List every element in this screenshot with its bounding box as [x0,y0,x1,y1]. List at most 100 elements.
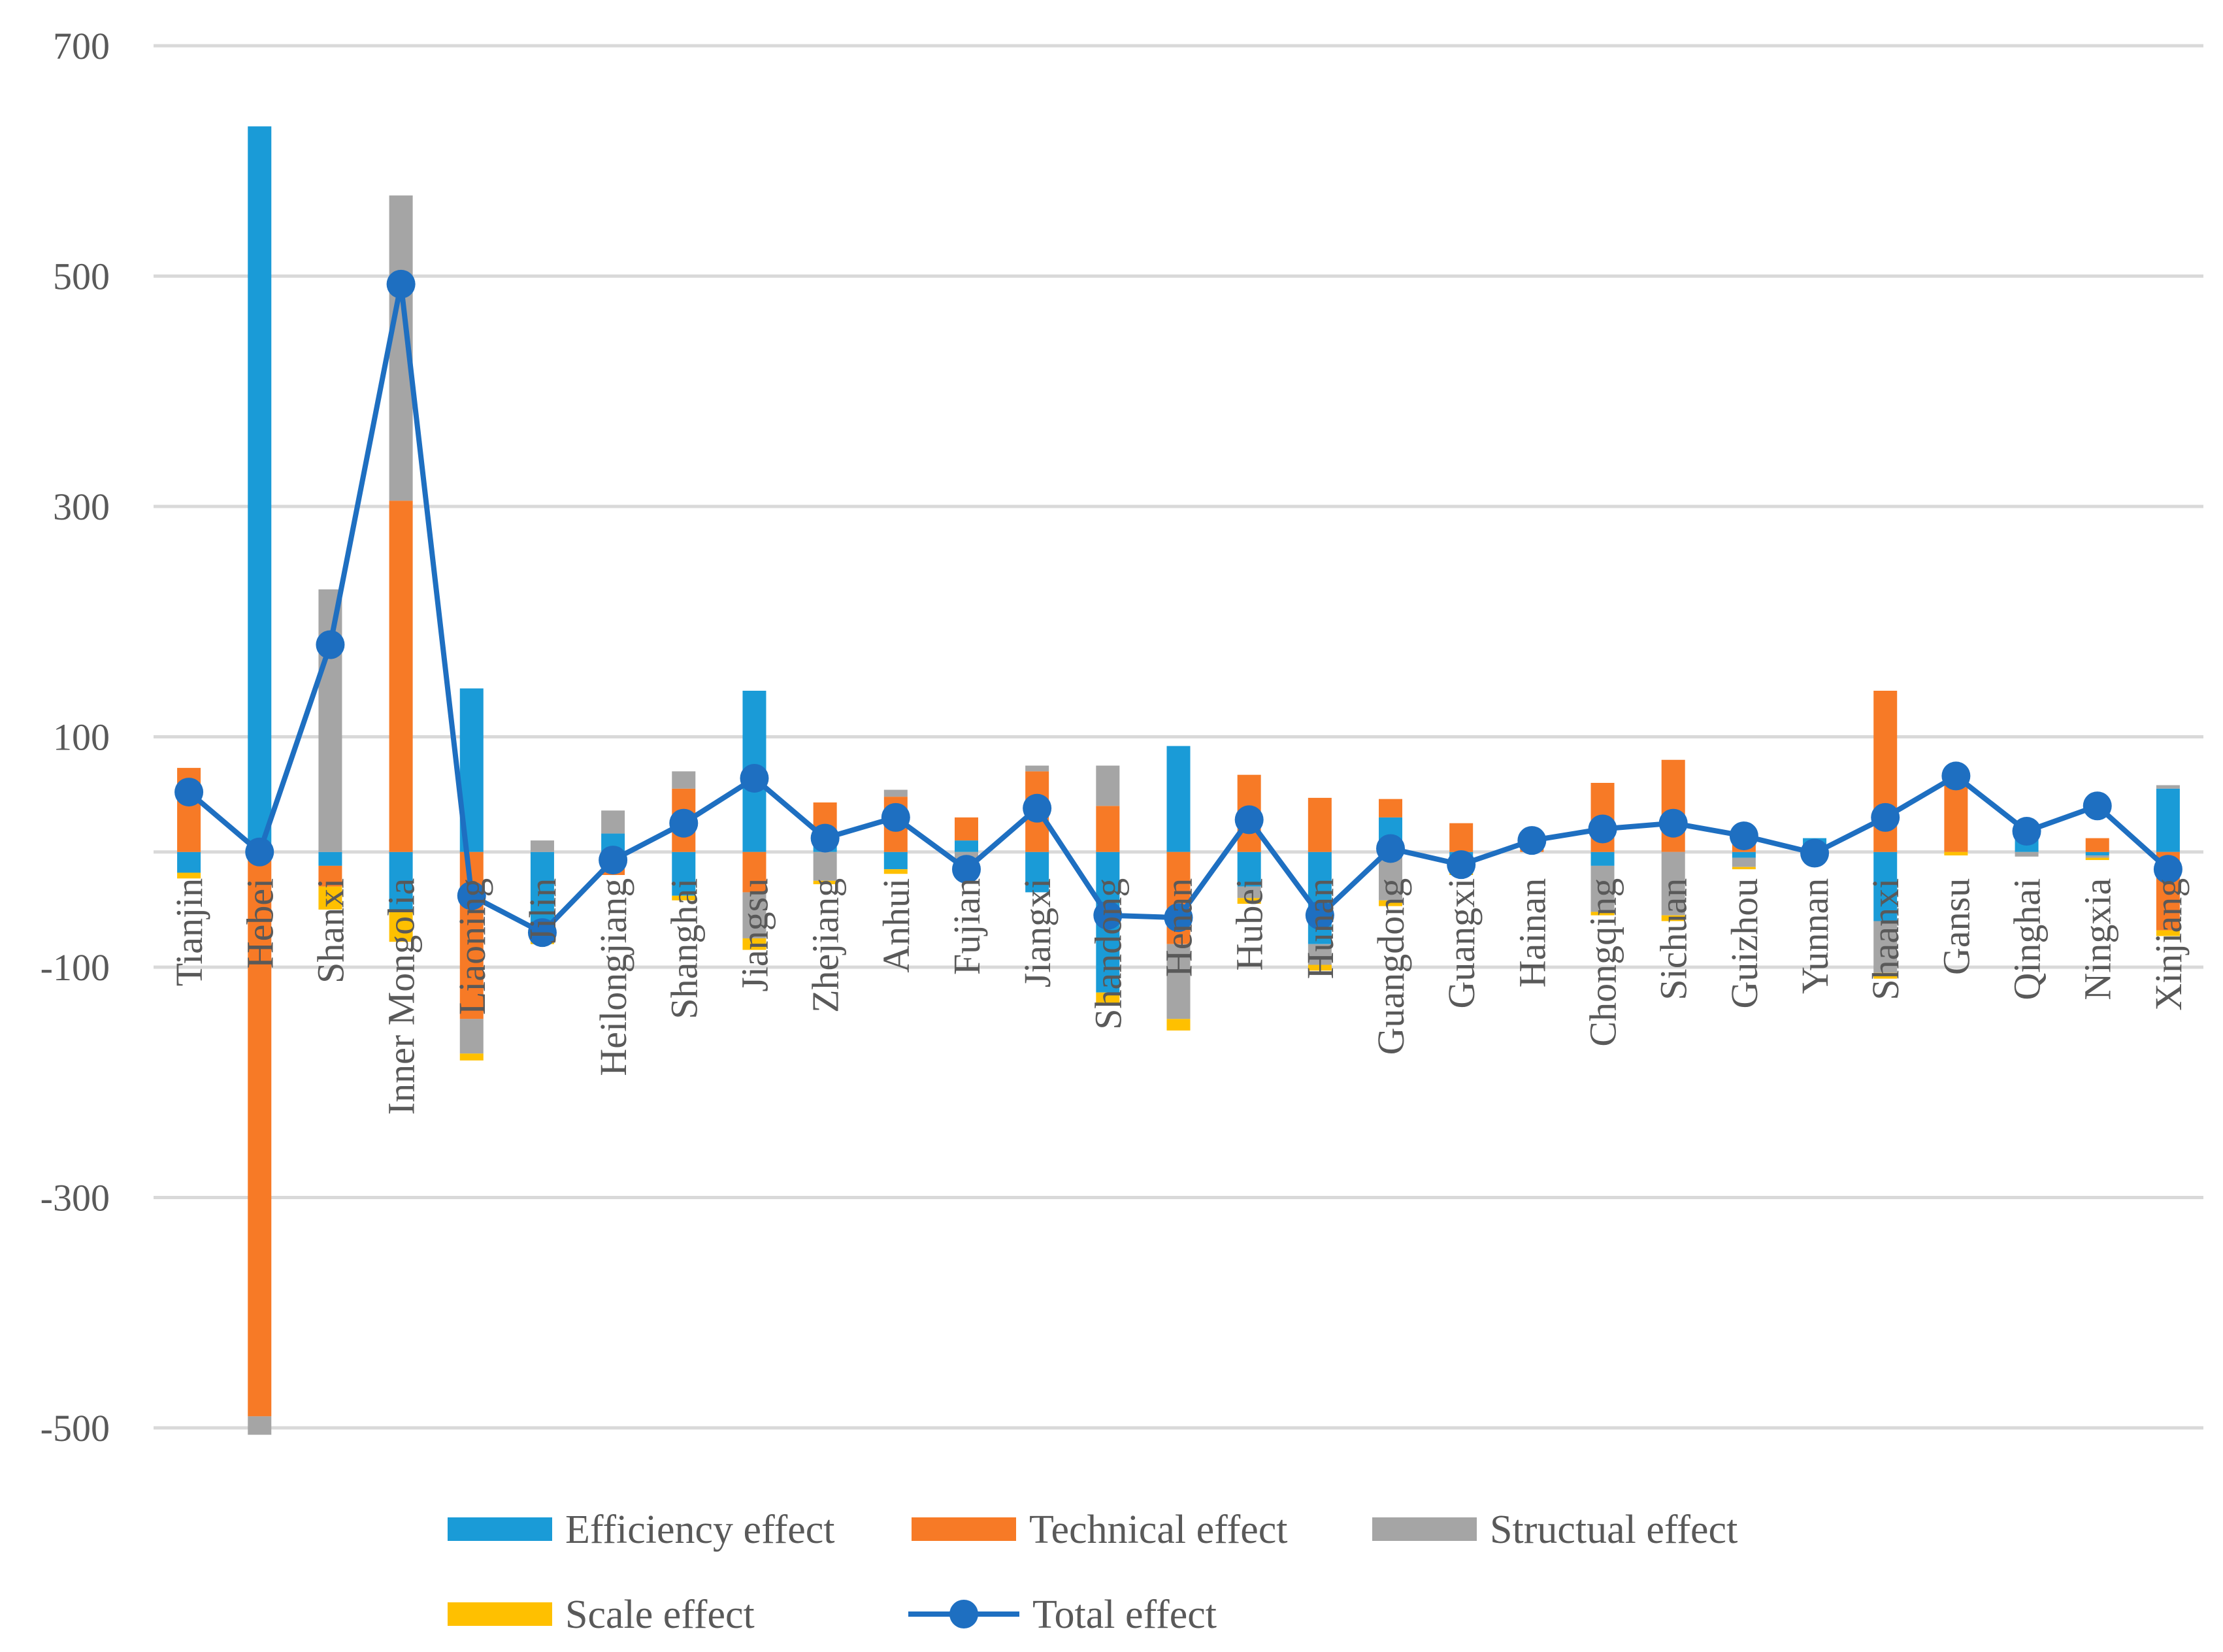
y-tick-label: 700 [53,25,110,67]
bar-scale-effect-shaanxi [1873,972,1898,979]
bar-scale-effect-liaoning [459,1053,484,1061]
bar-scale-effect-gansu [1944,851,1968,856]
legend-swatch-total-effect-marker [949,1600,978,1628]
bar-efficiency-effect-fujian [954,840,978,852]
total-effect-point-hunan [1305,900,1334,930]
bar-efficiency-effect-jiangxi [1025,851,1049,893]
bar-scale-effect-hubei [1237,898,1261,904]
bar-scale-effect-guizhou [1732,867,1756,870]
bar-structual-effect-guizhou [1732,857,1756,867]
bar-structual-effect-anhui [883,789,908,797]
total-effect-point-guangxi [1447,850,1476,880]
bar-structual-effect-shandong [1096,765,1120,806]
legend-label-technical-effect: Technical effect [1029,1508,1288,1552]
total-effect-point-shaanxi [1871,802,1900,832]
category-label-hainan: Hainan [1511,878,1553,988]
total-effect-point-tianjin [174,778,204,807]
category-label-tianjin: Tianjin [168,878,210,986]
bar-efficiency-effect-inner-mongolia [389,851,413,910]
category-label-shaanxi: Shaanxi [1864,878,1907,1000]
bar-structual-effect-qinghai [2015,851,2039,857]
bar-technical-effect-fujian [954,817,978,841]
bar-scale-effect-tianjin [177,872,201,879]
bar-scale-effect-jiangsu [742,938,766,950]
category-label-shandong: Shandong [1087,878,1129,1030]
bar-structual-effect-jilin [530,840,554,852]
category-label-fujian: Fujian [946,878,988,975]
bar-structual-effect-xinjiang [2156,785,2180,789]
total-effect-point-anhui [881,802,910,832]
category-label-jiangsu: Jiangsu [733,878,776,992]
bar-scale-effect-hunan [1308,965,1332,971]
bar-technical-effect-gansu [1944,785,1968,852]
bar-scale-effect-shanxi [318,886,342,910]
bar-structual-effect-hebei [248,1416,272,1435]
bar-technical-effect-inner-mongolia [389,501,413,852]
total-effect-point-sichuan [1658,808,1688,838]
legend: Efficiency effect Technical effect Structu… [448,1508,1737,1637]
category-label-gansu: Gansu [1935,878,1977,975]
legend-swatch-technical-effect [912,1517,1016,1541]
category-label-hunan: Hunan [1299,878,1342,980]
bar-efficiency-effect-shanxi [318,851,342,866]
bar-structual-effect-zhejiang [813,851,837,881]
bar-scale-effect-guangdong [1379,900,1403,906]
category-label-guizhou: Guizhou [1723,878,1766,1009]
category-label-anhui: Anhui [875,878,917,973]
total-effect-point-jiangsu [740,763,769,793]
bar-technical-effect-sichuan [1661,759,1685,852]
bar-efficiency-effect-hubei [1237,851,1261,887]
bar-efficiency-effect-henan [1166,746,1191,852]
legend-label-scale-effect: Scale effect [565,1593,755,1637]
bar-efficiency-effect-anhui [883,851,908,870]
total-effect-point-qinghai [2012,817,2041,846]
bar-efficiency-effect-chongqing [1590,851,1615,866]
total-effect-point-jilin [527,918,557,948]
bar-structual-effect-hunan [1308,944,1332,965]
bar-structual-effect-hubei [1237,886,1261,899]
y-tick-label: 100 [53,716,110,759]
category-label-henan: Henan [1158,878,1200,977]
bar-structual-effect-chongqing [1590,865,1615,912]
bar-technical-effect-hunan [1308,797,1332,852]
y-tick-label: 300 [53,486,110,528]
bar-efficiency-effect-guizhou [1732,851,1756,858]
bar-scale-effect-anhui [883,869,908,874]
bar-structual-effect-shanxi [318,589,342,852]
category-label-ningxia: Ningxia [2077,878,2119,1000]
y-tick-label: 500 [53,256,110,298]
category-label-chongqing: Chongqing [1582,878,1624,1047]
bar-scale-effect-xinjiang [2156,930,2180,936]
category-label-guangxi: Guangxi [1440,878,1483,1009]
bar-technical-effect-hebei [248,851,272,1417]
legend-swatch-scale-effect [448,1602,552,1626]
legend-label-efficiency-effect: Efficiency effect [565,1508,835,1552]
category-label-xinjiang: Xinjiang [2147,878,2190,1011]
category-labels: Tianjin Hebei Shanxi Inner Mongolia Liaoning… [168,878,2190,1115]
category-label-shanxi: Shanxi [309,878,352,983]
total-effect-point-shanghai [669,808,699,838]
category-label-heilongjiang: Heilongjiang [592,878,634,1076]
total-effect-point-shanxi [316,630,345,659]
bar-structual-effect-henan [1166,944,1191,1019]
category-label-jilin: Jilin [521,878,564,944]
bar-efficiency-effect-shaanxi [1873,851,1898,921]
bar-scale-effect-chongqing [1590,912,1615,916]
bars [177,126,2180,1435]
total-effect-point-henan [1164,903,1193,933]
legend-label-structual-effect: Structual effect [1490,1508,1737,1552]
bar-structual-effect-jiangxi [1025,765,1049,772]
y-axis-ticks: 700 500 300 100 -100 -300 -500 [41,25,110,1449]
category-label-hubei: Hubei [1228,878,1271,971]
y-tick-label: -300 [41,1177,110,1219]
total-effect-point-jiangxi [1023,793,1052,823]
category-label-jiangxi: Jiangxi [1016,878,1059,988]
bar-structual-effect-jiangsu [742,892,766,938]
total-effect-point-guangdong [1376,834,1406,863]
bar-structual-effect-liaoning [459,1019,484,1054]
total-effect-point-shandong [1093,900,1123,930]
bar-technical-effect-shandong [1096,806,1120,852]
bar-scale-effect-shanghai [672,895,696,900]
legend-swatch-structual-effect [1372,1517,1477,1541]
legend-label-total-effect: Total effect [1032,1593,1217,1637]
